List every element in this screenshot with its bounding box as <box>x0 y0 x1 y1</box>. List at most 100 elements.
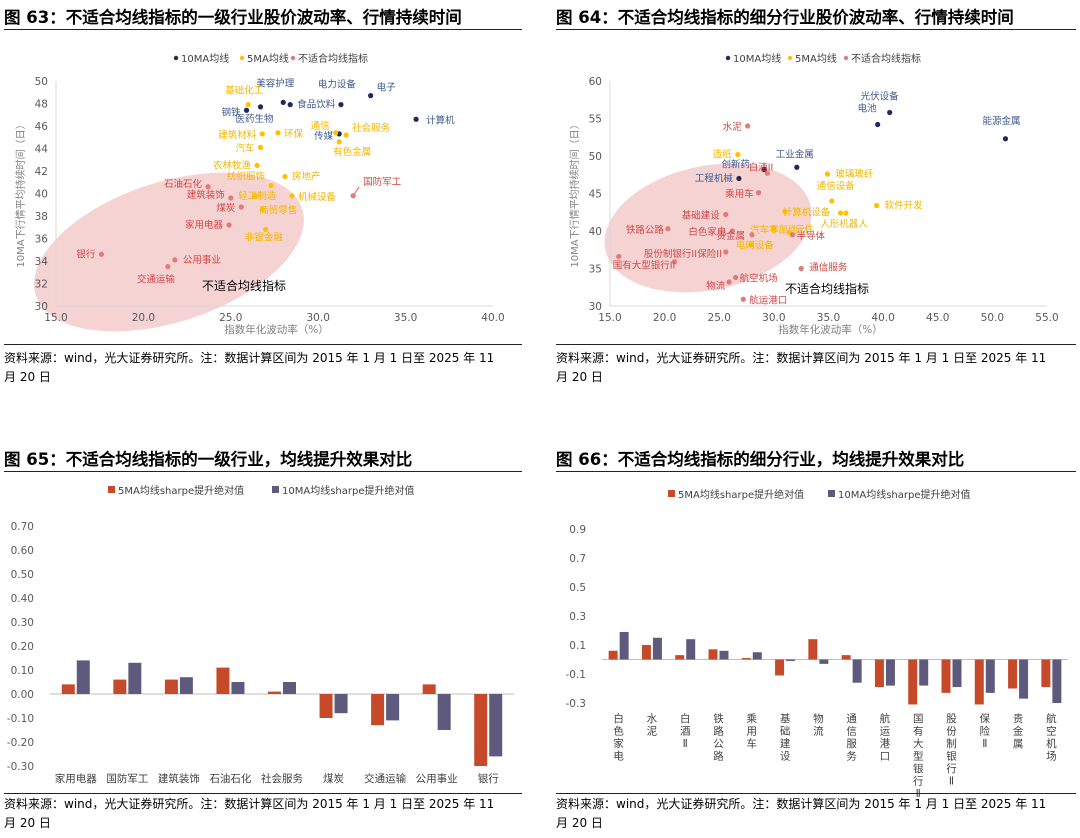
category-label: 铁 <box>713 712 724 725</box>
x-axis-title: 指数年化波动率（%） <box>224 323 328 336</box>
source-divider <box>556 344 1076 345</box>
y-tick-label: 40 <box>35 189 48 201</box>
point-label: 家用电器 <box>185 219 224 231</box>
point-label: 铁路公路 <box>626 224 665 236</box>
x-tick-label: 45.0 <box>926 312 949 324</box>
legend-label: 5MA均线sharpe提升绝对值 <box>118 484 244 497</box>
legend-label: 5MA均线 <box>247 52 289 65</box>
data-point <box>172 257 178 263</box>
data-point <box>257 104 264 110</box>
category-label: 建筑装饰 <box>158 772 200 785</box>
data-point <box>333 130 339 136</box>
bar <box>708 649 718 660</box>
y-tick-label: 38 <box>35 211 48 223</box>
y-tick-label: 55 <box>589 114 602 126</box>
scatter-chart-industry-sub: 30 35 40 45 50 55 60 15.0 20.0 25.0 30.0 35.0 40.0 45… <box>568 52 1059 336</box>
category-label: 社会服务 <box>261 772 303 785</box>
y-tick-label: 0.40 <box>11 593 34 605</box>
figure-65-panel: 图 65：不适合均线指标的一级行业，均线提升效果对比 -0.30 -0.20 -0.… <box>4 444 522 836</box>
category-label: 白 <box>680 712 691 725</box>
point-label: 钢铁 <box>222 106 242 118</box>
data-point <box>771 226 777 232</box>
point-label: 能源金属 <box>982 115 1020 127</box>
point-label: 轻工制造 <box>238 190 277 202</box>
bar <box>608 650 618 660</box>
category-label: 家用电器 <box>55 772 97 785</box>
bar <box>619 631 629 660</box>
x-tick-label: 30.0 <box>762 312 785 324</box>
title-divider <box>4 29 522 30</box>
y-tick-label: 36 <box>35 234 49 246</box>
data-point <box>165 264 171 270</box>
category-label: 用 <box>747 726 758 738</box>
x-tick-label: 25.0 <box>708 312 731 324</box>
legend-marker <box>843 55 849 61</box>
source-divider <box>556 793 1076 794</box>
category-label: 服 <box>846 738 857 750</box>
category-label: 白 <box>613 712 624 725</box>
category-label: 机 <box>1046 737 1057 750</box>
legend-label: 10MA均线 <box>733 52 781 65</box>
data-point <box>789 232 796 238</box>
y-tick-label: 42 <box>35 166 48 178</box>
figure-65-title: 图 65：不适合均线指标的一级行业，均线提升效果对比 <box>4 450 413 469</box>
data-point <box>350 193 356 199</box>
x-tick-label: 15.0 <box>44 312 67 324</box>
point-label: 光伏设备 <box>861 91 900 103</box>
legend-swatch <box>668 490 675 497</box>
title-divider <box>4 471 522 472</box>
bar <box>719 650 729 660</box>
data-point <box>794 164 800 170</box>
data-point <box>735 151 741 158</box>
category-label: 国 <box>913 713 924 725</box>
y-tick-label: -0.1 <box>566 669 587 681</box>
point-label: 纺织服饰 <box>227 171 265 183</box>
y-tick-label: 0.00 <box>11 689 34 701</box>
category-label: 空 <box>1046 725 1057 738</box>
category-label: 通 <box>846 713 857 725</box>
y-tick-label: 0.9 <box>569 524 586 536</box>
bar <box>1008 659 1018 689</box>
y-tick-label: 32 <box>35 279 48 291</box>
y-tick-label: 34 <box>35 256 49 268</box>
y-tick-label: 46 <box>35 121 49 133</box>
y-tick-label: 40 <box>589 226 602 238</box>
figure-65-source-line-1: 资料来源：wind，光大证券研究所。注：数据计算区间为 2015 年 1 月 1… <box>4 797 495 811</box>
bar <box>919 659 929 686</box>
category-label: 国防军工 <box>106 772 148 785</box>
point-label: 机械设备 <box>298 191 337 203</box>
y-axis-title: 10MA下行情平均持续时间（日） <box>14 119 27 267</box>
category-label: 航 <box>1046 712 1057 725</box>
point-label: 非银金融 <box>245 232 284 244</box>
figure-63-source-line-2: 月 20 日 <box>4 370 51 384</box>
point-label: 玻璃玻纤 <box>835 168 874 180</box>
y-tick-label: 0.30 <box>11 617 34 629</box>
category-label: 银 <box>946 750 957 763</box>
y-tick-label: 0.10 <box>11 665 34 677</box>
point-label: 交通运输 <box>137 274 176 286</box>
data-point <box>755 190 762 196</box>
point-label: 基础建设 <box>682 210 721 222</box>
point-label: 软件开发 <box>885 200 924 212</box>
category-label: 水 <box>647 713 658 725</box>
legend-label: 不适合均线指标 <box>851 52 921 65</box>
bar <box>268 691 281 694</box>
category-label: 流 <box>813 725 824 738</box>
point-label: 保险II <box>697 248 722 260</box>
data-point <box>268 183 274 189</box>
data-point <box>254 162 260 168</box>
data-point <box>843 210 849 216</box>
point-label: 工程机械 <box>695 173 734 185</box>
category-label: Ⅱ <box>683 738 688 750</box>
y-tick-label: 44 <box>35 144 49 156</box>
data-point <box>829 198 835 204</box>
category-label: 泥 <box>647 725 658 738</box>
bar <box>164 679 178 694</box>
category-label: 型 <box>913 750 924 763</box>
category-label: 运 <box>880 726 891 738</box>
bar-chart-industry-sub: -0.3 -0.1 0.1 0.3 0.5 0.7 0.9 5MA均线sharpe提升绝对值 1… <box>566 488 1068 800</box>
data-point <box>289 193 295 199</box>
point-label: 计算机 <box>426 114 455 126</box>
point-label: 有色金属 <box>333 146 371 158</box>
bar <box>489 694 503 757</box>
